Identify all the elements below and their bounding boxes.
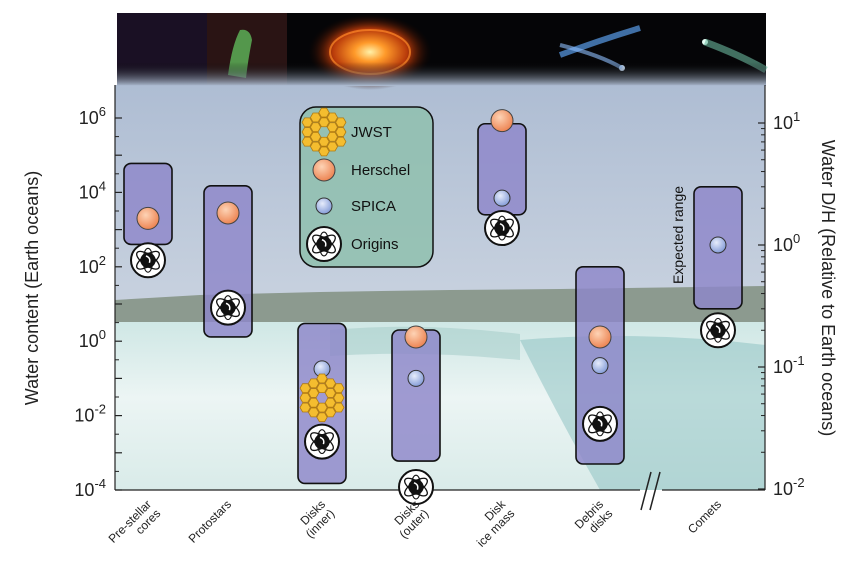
right-tick-label: 101 bbox=[773, 109, 800, 133]
image-strip bbox=[117, 13, 768, 90]
left-tick-label: 10-2 bbox=[74, 402, 106, 426]
herschel-marker-disks-outer bbox=[404, 325, 428, 349]
legend-label-spica: SPICA bbox=[351, 198, 396, 215]
category-label-pre-stellar-cores: Pre-stellarcores bbox=[106, 497, 164, 555]
axes bbox=[114, 85, 766, 511]
origins-marker-disk-ice-mass bbox=[484, 210, 520, 247]
spica-marker-disk-ice-mass bbox=[493, 189, 511, 207]
left-tick-label: 102 bbox=[79, 253, 106, 277]
right-tick-label: 100 bbox=[773, 231, 800, 255]
origins-marker-disks-inner bbox=[304, 423, 340, 460]
herschel-marker-protostars bbox=[216, 201, 240, 225]
range-box-pre-stellar-cores bbox=[123, 162, 173, 246]
range-box-disks-outer bbox=[391, 329, 441, 462]
category-label-disks-outer: Disks(outer) bbox=[387, 497, 431, 541]
legend-label-jwst: JWST bbox=[351, 124, 392, 141]
legend-jwst-icon bbox=[301, 107, 347, 157]
left-tick-label: 10-4 bbox=[74, 476, 106, 500]
legend-spica-icon bbox=[315, 197, 333, 215]
origins-marker-protostars bbox=[210, 289, 246, 326]
category-labels: Pre-stellarcores Protostars Disks(inner) Di… bbox=[106, 497, 725, 555]
spica-marker-comets bbox=[709, 236, 727, 254]
category-label-comets: Comets bbox=[685, 497, 724, 536]
spica-marker-debris-disks bbox=[591, 357, 609, 375]
jwst-marker-disks-inner bbox=[299, 373, 345, 423]
left-tick-label: 106 bbox=[79, 104, 106, 128]
category-label-disks-inner: Disks(inner) bbox=[294, 497, 338, 541]
origins-marker-debris-disks bbox=[582, 405, 618, 442]
legend-herschel-icon bbox=[312, 158, 336, 182]
origins-marker-pre-stellar-cores bbox=[130, 242, 166, 279]
herschel-marker-debris-disks bbox=[588, 325, 612, 349]
right-axis-ticks: 10-2 10-1 100 101 bbox=[758, 109, 805, 499]
spica-marker-disks-outer bbox=[407, 369, 425, 387]
left-tick-label: 104 bbox=[79, 178, 106, 202]
right-tick-label: 10-2 bbox=[773, 475, 805, 499]
data-markers bbox=[130, 109, 736, 506]
origins-marker-comets bbox=[700, 312, 736, 349]
legend-label-origins: Origins bbox=[351, 236, 399, 253]
legend-origins-icon bbox=[306, 226, 342, 262]
right-tick-label: 10-1 bbox=[773, 353, 805, 377]
left-tick-label: 100 bbox=[79, 327, 106, 351]
origins-marker-disks-outer bbox=[398, 469, 434, 506]
herschel-marker-pre-stellar-cores bbox=[136, 206, 160, 230]
legend: JWST Herschel SPICA Origins bbox=[299, 106, 434, 268]
left-axis-ticks: 10-4 10-2 100 102 104 106 bbox=[74, 104, 122, 500]
expected-range-label: Expected range bbox=[670, 186, 686, 284]
right-axis-label: Water D/H (Relative to Earth oceans) bbox=[818, 140, 838, 436]
left-axis-label: Water content (Earth oceans) bbox=[22, 171, 42, 405]
category-label-disk-ice-mass: Diskice mass bbox=[465, 497, 518, 550]
legend-label-herschel: Herschel bbox=[351, 162, 410, 179]
category-label-protostars: Protostars bbox=[186, 497, 235, 546]
category-label-debris-disks: Debrisdisks bbox=[572, 497, 616, 541]
herschel-marker-disk-ice-mass bbox=[490, 109, 514, 133]
